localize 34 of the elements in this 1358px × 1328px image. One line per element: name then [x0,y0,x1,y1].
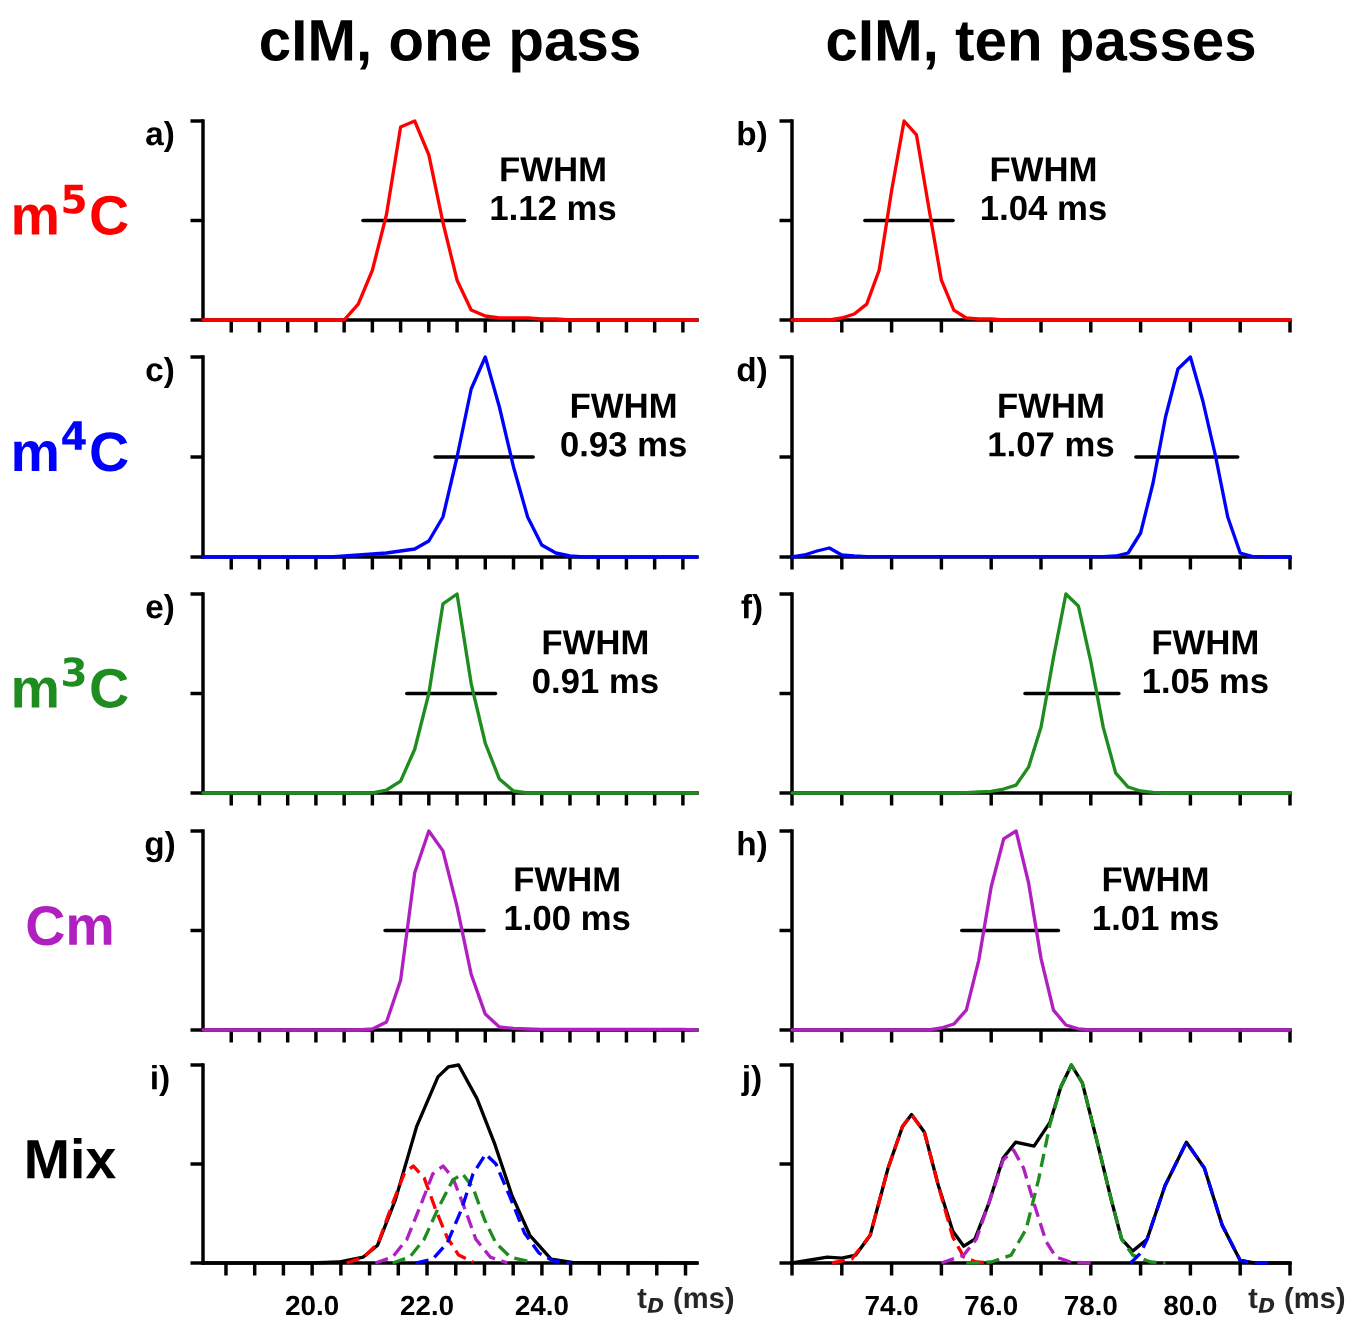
x-tick-label: 20.0 [286,1295,339,1316]
chart-title: i) [152,1065,169,1097]
y-axis-title: m$^{4}$C [14,421,128,472]
chart-title: j) [741,1065,761,1097]
chart-title: g) [145,831,175,863]
y-axis-title: Mix [27,1138,116,1179]
annotation: FWHM 1.04 ms [981,157,1106,221]
x-tick-label: 78.0 [1064,1295,1117,1316]
x-tick-label: 80.0 [1164,1295,1217,1316]
annotation: FWHM 1.07 ms [989,393,1114,457]
chart-title: a) [146,121,174,153]
x-tick-label: 74.0 [865,1295,918,1316]
x-axis-title: t$_{D}$ (ms) [1248,1286,1345,1315]
chart-subtitle: cIM, one pass [261,20,639,73]
y-axis-title: m$^{5}$C [14,184,128,236]
annotation: FWHM 0.91 ms [533,630,658,694]
chart-subtitle: cIM, ten passes [827,20,1255,73]
annotation: FWHM 1.05 ms [1143,630,1268,694]
x-tick-label: 22.0 [400,1295,453,1316]
annotation: FWHM 1.00 ms [505,867,630,931]
y-axis-title: Cm [27,906,112,946]
chart-title: c) [146,357,174,389]
chart-title: e) [146,594,174,626]
chart-title: h) [738,831,767,863]
x-tick-label: 76.0 [965,1295,1018,1316]
chart-title: f) [741,594,762,626]
x-axis-title: t$_{D}$ (ms) [637,1286,734,1315]
annotation: FWHM 0.93 ms [561,393,686,457]
annotation: FWHM 1.01 ms [1094,867,1218,931]
chart-title: b) [738,121,767,153]
annotation: FWHM 1.12 ms [491,157,616,221]
y-axis-title: m$^{3}$C [14,657,128,708]
x-tick-label: 24.0 [515,1295,568,1316]
chart-title: d) [737,357,767,389]
